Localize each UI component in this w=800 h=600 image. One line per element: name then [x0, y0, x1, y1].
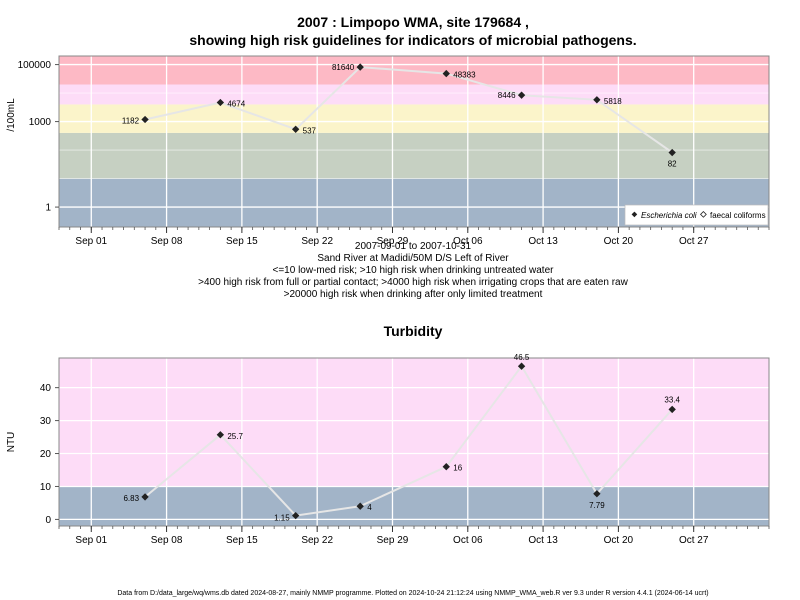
- y-tick-label: 1000: [29, 117, 52, 128]
- data-label: 7.79: [589, 501, 605, 510]
- data-point: [291, 511, 300, 520]
- x-tick-label: Oct 06: [453, 236, 483, 247]
- series-line: [144, 66, 673, 154]
- y-axis-label-ntu: NTU: [6, 432, 17, 453]
- x-tick-label: Sep 22: [301, 236, 333, 247]
- legend-box: [624, 204, 769, 226]
- data-point: [668, 405, 676, 414]
- data-point: [141, 493, 149, 501]
- data-point: [517, 362, 526, 370]
- data-point: [141, 115, 149, 124]
- data-point: [356, 502, 364, 510]
- subtitle-date-range: 2007-09-01 to 2007-10-31: [355, 241, 472, 252]
- data-label: 46.5: [514, 353, 530, 362]
- x-tick-label: Oct 13: [528, 236, 558, 247]
- data-point: [442, 69, 450, 78]
- turbidity-title: Turbidity: [384, 323, 443, 339]
- data-label: 4674: [227, 99, 245, 108]
- subtitle-risk-contact: >400 high risk from full or partial cont…: [198, 277, 628, 288]
- data-point: [593, 490, 601, 498]
- turbidity-plot: 0 10 20 30 40 Sep 01 Sep 08 Sep 15 Sep 22 Sep 29 O…: [40, 353, 770, 546]
- x-tick-label: Sep 01: [75, 535, 107, 546]
- legend-faecal-label: faecal coliforms: [710, 211, 766, 220]
- data-label: 33.4: [664, 395, 680, 404]
- x-tick-label: Oct 13: [528, 535, 558, 546]
- y-tick-label: 20: [40, 449, 52, 460]
- y-tick-label: 10: [40, 482, 52, 493]
- x-tick-label: Sep 15: [226, 236, 258, 247]
- y-tick-label: 0: [45, 515, 51, 526]
- data-label: 1182: [122, 117, 140, 126]
- data-label: 537: [303, 126, 317, 135]
- data-label: 4: [367, 503, 372, 512]
- ecoli-plot: 1 1000 100000 Sep 01 Sep 08 Sep 15 Sep 22 Sep 2…: [18, 55, 770, 247]
- data-point: [356, 63, 364, 71]
- data-label: 6.83: [123, 494, 139, 503]
- data-label: 25.7: [227, 432, 243, 441]
- x-tick-label: Sep 29: [377, 535, 409, 546]
- x-tick-label: Oct 27: [679, 535, 709, 546]
- x-tick-label: Oct 20: [604, 535, 634, 546]
- x-tick-label: Sep 08: [151, 535, 183, 546]
- footer-note: Data from D:/data_large/wq/wms.db dated …: [117, 590, 708, 597]
- legend-ecoli-label: Escherichia coli: [641, 211, 697, 220]
- y-axis-label-ecoli: /100mL: [6, 98, 17, 132]
- data-point: [216, 431, 225, 439]
- y-tick-label: 40: [40, 383, 52, 394]
- x-tick-label: Oct 20: [604, 236, 634, 247]
- legend-faecal-marker: [700, 211, 707, 218]
- y-tick-label: 100000: [18, 60, 52, 71]
- subtitle-site: Sand River at Madidi/50M D/S Left of Riv…: [317, 253, 509, 264]
- y-tick-label: 1: [45, 203, 51, 214]
- data-label: 16: [453, 464, 462, 473]
- x-tick-label: Sep 29: [377, 236, 409, 247]
- chart-title-line2: showing high risk guidelines for indicat…: [189, 32, 636, 48]
- x-tick-label: Sep 22: [301, 535, 333, 546]
- data-label: 1.15: [274, 514, 290, 523]
- risk-band: [59, 486, 769, 526]
- risk-band: [59, 132, 769, 179]
- risk-band: [59, 358, 769, 487]
- y-tick-label: 30: [40, 416, 52, 427]
- chart-title-line1: 2007 : Limpopo WMA, site 179684 ,: [297, 14, 529, 30]
- data-label: 82: [668, 160, 677, 169]
- subtitle-risk-treatment: >20000 high risk when drinking after onl…: [284, 289, 543, 300]
- risk-band: [59, 84, 769, 105]
- x-tick-label: Oct 27: [679, 236, 709, 247]
- legend-ecoli-marker: [631, 211, 638, 218]
- x-tick-label: Oct 06: [453, 535, 483, 546]
- x-tick-label: Sep 15: [226, 535, 258, 546]
- data-label: 8446: [498, 91, 516, 100]
- data-point: [668, 148, 676, 157]
- risk-band: [59, 104, 769, 133]
- data-label: 81640: [332, 63, 355, 72]
- legend: Escherichia coli faecal coliforms: [624, 204, 769, 226]
- x-tick-label: Sep 08: [151, 236, 183, 247]
- x-tick-label: Sep 01: [75, 236, 107, 247]
- data-label: 48383: [453, 71, 476, 80]
- data-label: 5818: [604, 97, 622, 106]
- data-point: [216, 98, 225, 107]
- subtitle-risk-drinking: <=10 low-med risk; >10 high risk when dr…: [273, 265, 555, 276]
- series-line: [144, 364, 673, 517]
- data-point: [442, 463, 450, 471]
